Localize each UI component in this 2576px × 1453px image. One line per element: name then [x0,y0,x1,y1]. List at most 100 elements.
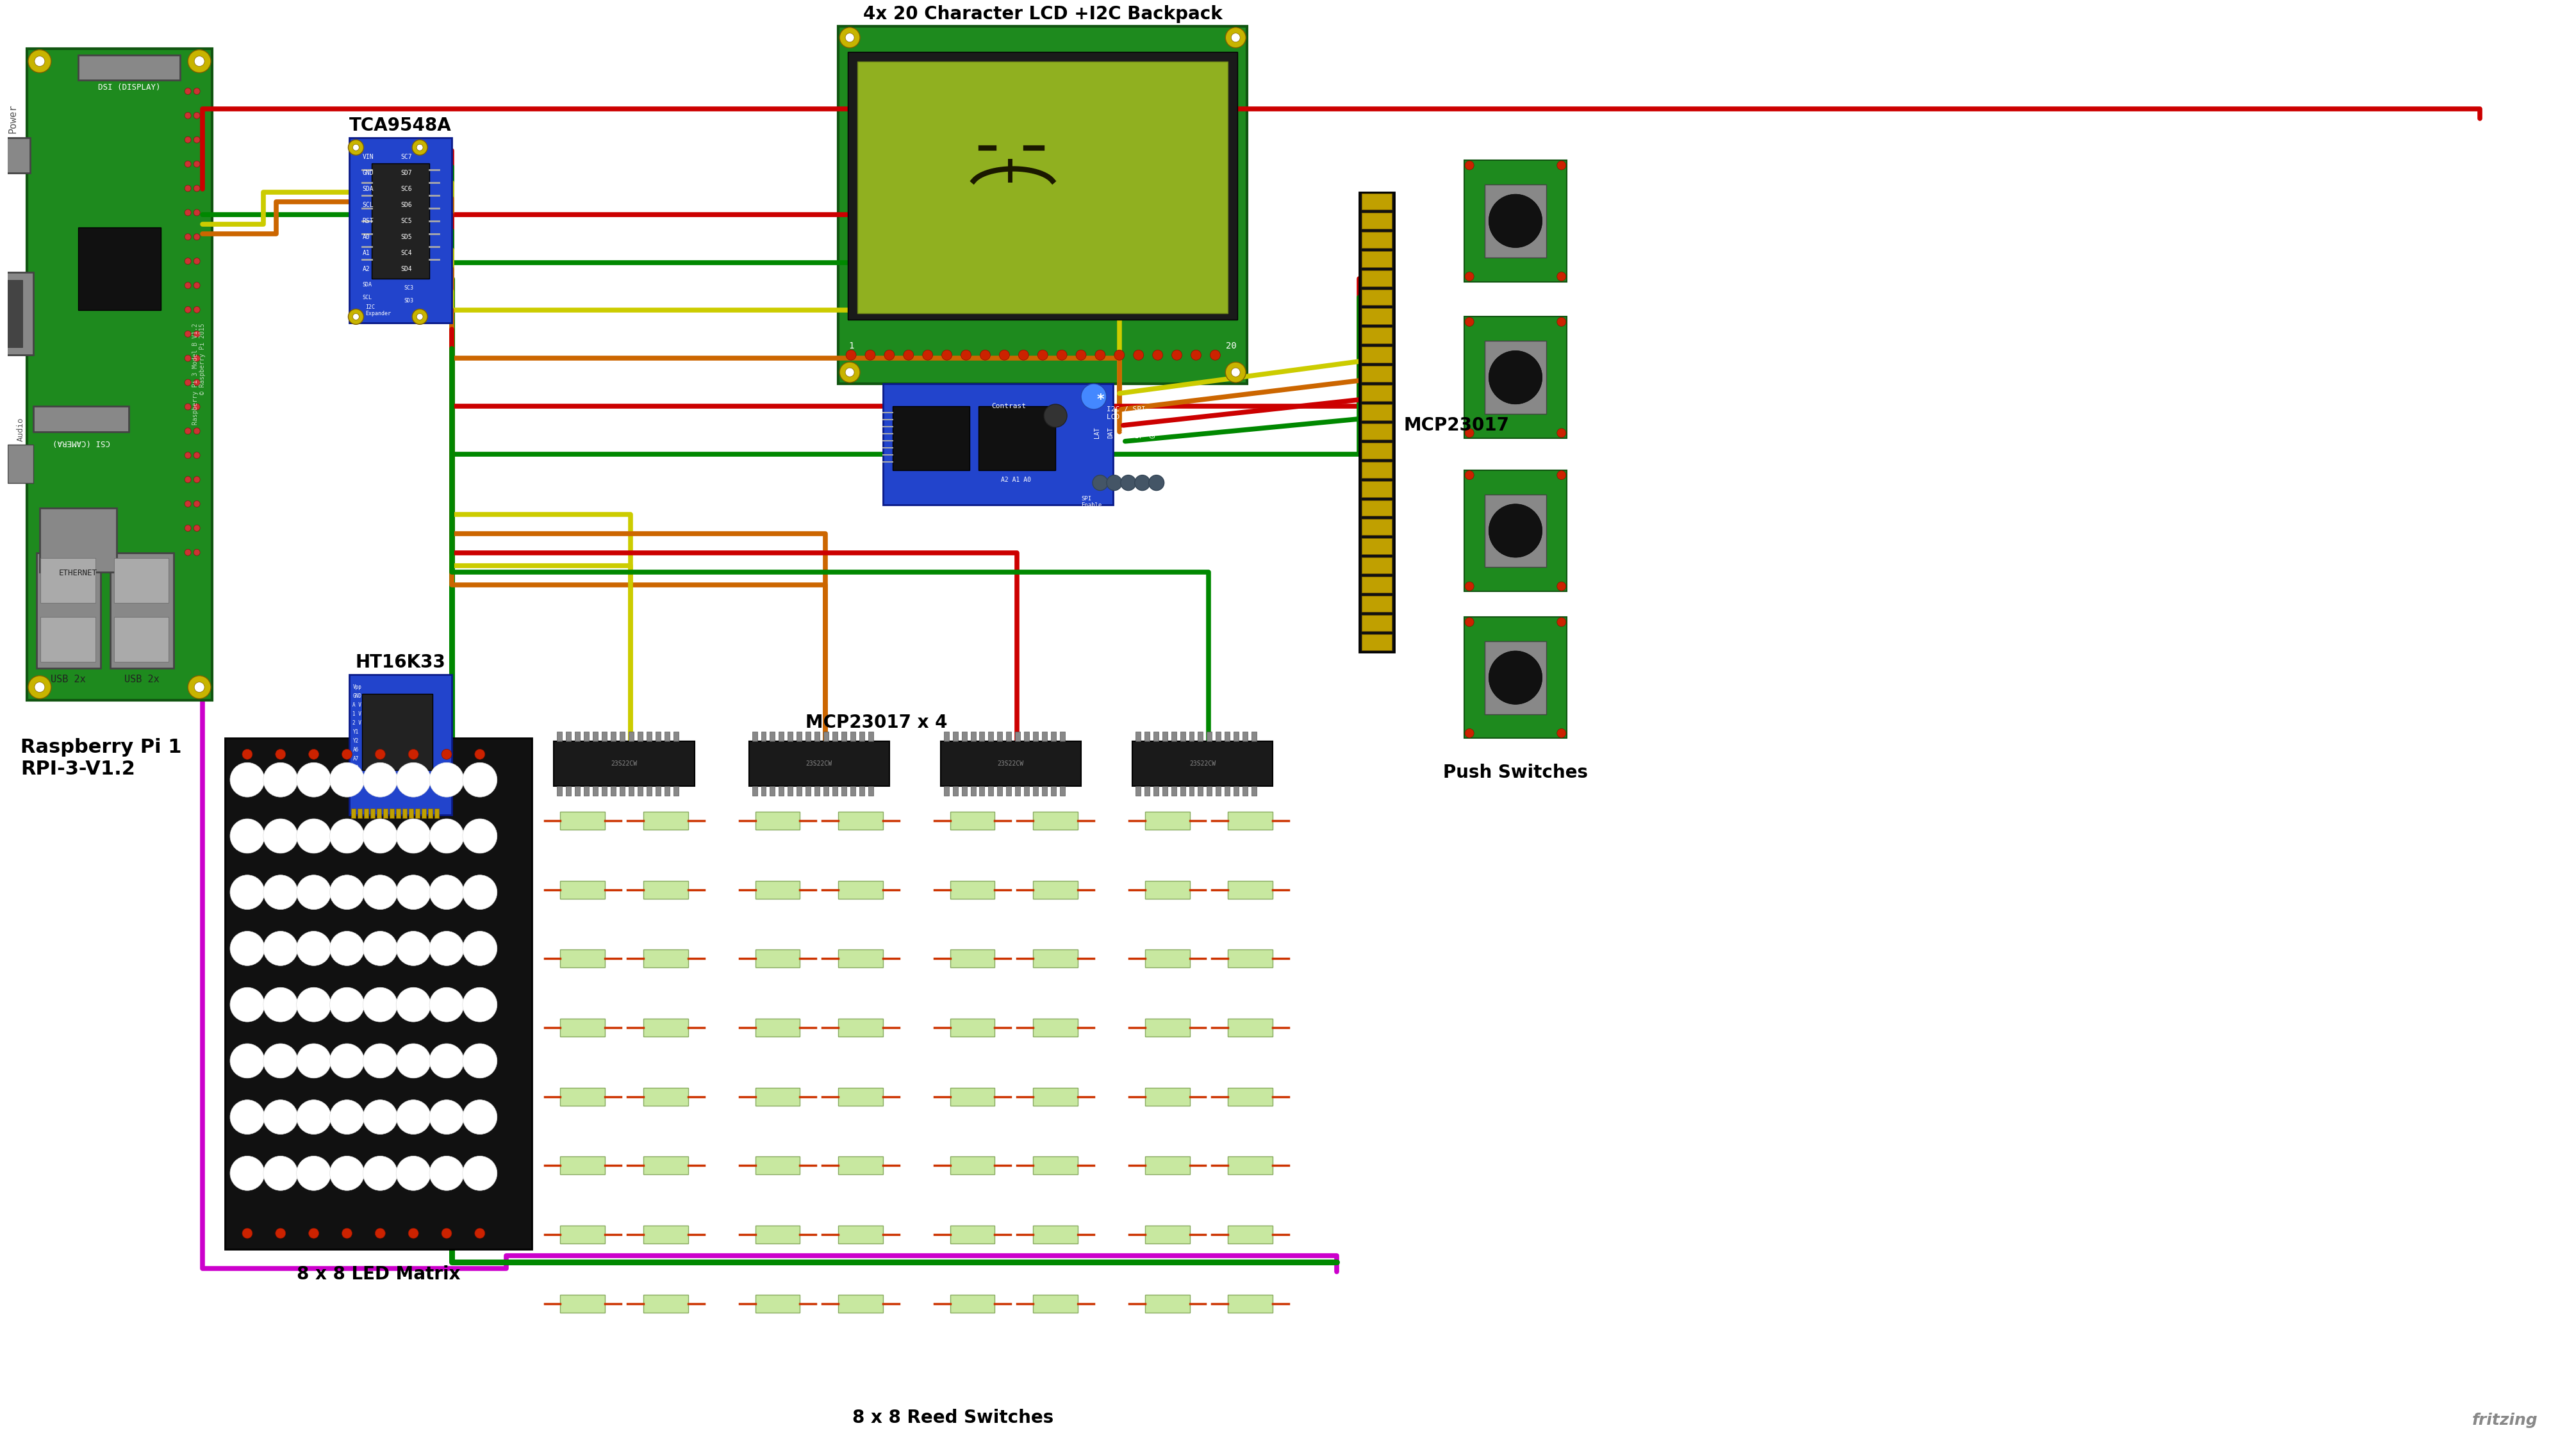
Bar [592,732,598,741]
Circle shape [866,350,876,360]
Circle shape [28,676,52,699]
Bar [806,732,811,741]
Circle shape [185,209,191,216]
Circle shape [193,681,204,692]
Circle shape [1466,581,1473,591]
Bar [1363,519,1391,535]
Circle shape [193,549,201,555]
Bar [755,1088,801,1106]
Circle shape [1149,475,1164,491]
Bar [1162,732,1167,741]
Bar [41,618,95,661]
Bar [389,808,394,818]
Circle shape [229,931,265,966]
Circle shape [397,875,430,910]
Bar [951,812,994,830]
Bar [350,808,355,818]
Text: SD3: SD3 [404,298,412,304]
Circle shape [188,676,211,699]
Bar [562,1226,605,1244]
Bar [951,1295,994,1312]
Circle shape [1466,317,1473,327]
Circle shape [193,404,201,410]
Circle shape [1556,272,1566,280]
Circle shape [1151,350,1162,360]
Circle shape [193,89,201,94]
Text: *: * [1097,394,1105,407]
Circle shape [276,750,286,760]
Bar [1229,1157,1273,1174]
Bar [1154,732,1159,741]
Bar [562,881,605,898]
Bar [1229,1295,1273,1312]
Circle shape [1095,350,1105,360]
Text: 4x 20 Character LCD +I2C Backpack: 4x 20 Character LCD +I2C Backpack [863,4,1224,23]
Bar [951,1226,994,1244]
Circle shape [417,144,422,151]
Circle shape [1466,272,1473,280]
Bar [384,808,389,818]
Circle shape [440,1228,451,1238]
Text: 23S22CW: 23S22CW [806,760,832,767]
Bar [1224,732,1229,741]
Bar [891,407,969,469]
Circle shape [363,819,397,853]
Bar [837,812,884,830]
Bar [788,732,793,741]
Bar [770,732,775,741]
Bar [1363,327,1391,343]
Bar [1033,812,1077,830]
Text: SC3: SC3 [404,285,412,291]
Bar [567,732,572,741]
Bar [868,786,873,796]
Bar [402,808,407,818]
Circle shape [193,161,201,167]
Circle shape [263,763,299,798]
Bar [1136,732,1141,741]
Bar [979,407,1056,469]
Circle shape [348,139,363,155]
Circle shape [410,750,417,760]
Text: A V: A V [353,702,361,708]
Bar [33,407,129,432]
Bar [592,786,598,796]
Circle shape [185,427,191,434]
Circle shape [1190,350,1200,360]
Circle shape [348,309,363,324]
Text: MCP23017: MCP23017 [1404,417,1510,434]
Bar [806,786,811,796]
Circle shape [276,1228,286,1238]
Bar [672,732,677,741]
Bar [755,881,801,898]
Bar [989,786,994,796]
Text: CLK: CLK [1123,427,1128,439]
Bar [654,786,659,796]
Circle shape [440,750,451,760]
Bar [363,808,368,818]
Circle shape [410,1228,417,1238]
Circle shape [263,1100,299,1135]
Circle shape [376,750,386,760]
Bar [1043,732,1048,741]
Bar [1144,950,1190,968]
Circle shape [363,1100,397,1135]
Bar [837,950,884,968]
Bar [951,1019,994,1036]
Bar [979,732,984,741]
Circle shape [464,1100,497,1135]
Bar [644,1088,688,1106]
Bar [1363,423,1391,439]
Bar [1224,786,1229,796]
Bar [639,786,644,796]
Bar [951,950,994,968]
Bar [644,1019,688,1036]
Circle shape [193,452,201,459]
Bar [1229,1088,1273,1106]
Circle shape [229,1043,265,1078]
Circle shape [840,362,860,382]
Text: Power: Power [8,105,18,134]
Circle shape [363,875,397,910]
Bar [951,1088,994,1106]
Bar [1144,1019,1190,1036]
Circle shape [363,1043,397,1078]
